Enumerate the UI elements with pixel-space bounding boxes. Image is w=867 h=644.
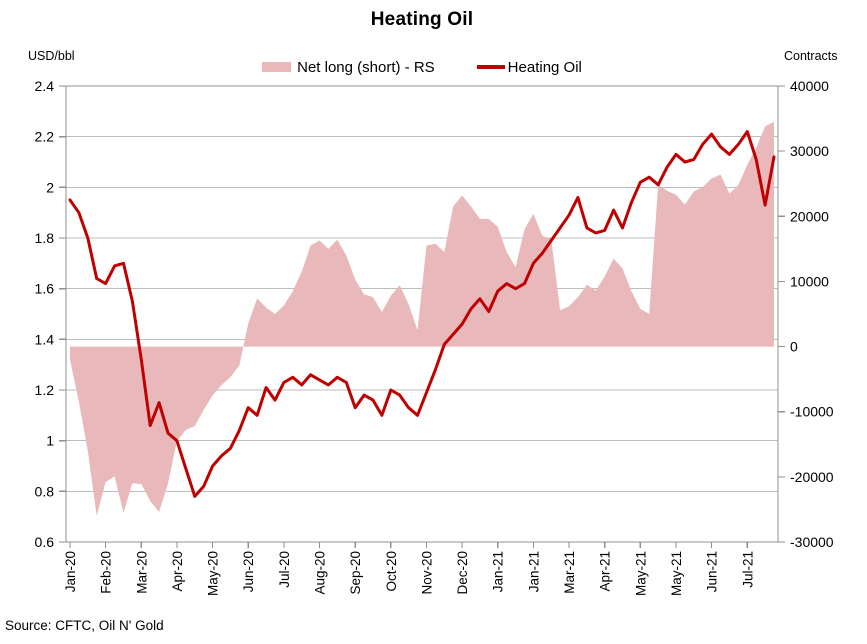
legend-label-net-long: Net long (short) - RS — [297, 58, 435, 76]
line-swatch-icon — [476, 65, 505, 69]
x-axis-tick-label: Dec-20 — [455, 551, 470, 595]
x-axis-tick-label: Jan-20 — [63, 551, 78, 592]
source-note: Source: CFTC, Oil N' Gold — [5, 618, 164, 633]
left-axis-tick-label: 1 — [46, 433, 54, 449]
x-axis-tick-label: Jul-21 — [740, 551, 755, 588]
left-axis-unit: USD/bbl — [28, 49, 75, 63]
x-axis-tick-label: Apr-21 — [598, 551, 613, 592]
left-axis-tick-label: 1.8 — [35, 230, 55, 246]
heating-oil-line-series — [68, 130, 776, 498]
x-axis-tick-label: Jun-20 — [241, 551, 256, 592]
legend-item-net-long: Net long (short) - RS — [262, 59, 435, 76]
left-axis-tick-label: 2.2 — [35, 129, 55, 145]
chart-title: Heating Oil — [370, 9, 474, 30]
area-swatch-icon — [262, 62, 292, 72]
x-axis-tick-label: Mar-21 — [562, 551, 577, 594]
left-axis-tick-label: 0.6 — [35, 534, 55, 550]
left-axis-tick-label: 2 — [46, 179, 54, 195]
x-axis-tick-label: May-21 — [633, 551, 648, 596]
x-axis-tick-label: Oct-20 — [384, 551, 399, 592]
x-axis-tick-label: Nov-20 — [419, 551, 434, 595]
net-long-area-series — [70, 121, 774, 516]
right-axis-tick-label: -10000 — [790, 404, 834, 420]
x-axis-tick-label: Mar-20 — [134, 551, 149, 594]
right-axis-tick-label: -20000 — [790, 469, 834, 485]
left-axis-tick-label: 0.8 — [35, 483, 55, 499]
right-axis-tick-label: 40000 — [790, 78, 829, 94]
legend-label-heating-oil: Heating Oil — [507, 58, 582, 76]
x-axis-tick-label: Apr-20 — [170, 551, 185, 592]
left-axis-tick-label: 1.4 — [35, 331, 55, 347]
legend-item-heating-oil: Heating Oil — [476, 58, 582, 76]
x-axis-tick-label: Jun-21 — [705, 551, 720, 592]
x-axis-tick-label: Jan-21 — [491, 551, 506, 592]
right-axis-tick-label: 10000 — [790, 273, 829, 289]
left-axis-tick-label: 2.4 — [35, 78, 55, 94]
left-axis-tick-label: 1.2 — [35, 382, 55, 398]
plot-frame — [65, 85, 779, 543]
left-axis-tick-label: 1.6 — [35, 281, 55, 297]
right-axis-tick-label: 0 — [790, 339, 798, 355]
x-axis-tick-label: Jul-20 — [277, 551, 292, 588]
x-axis-tick-label: Feb-20 — [99, 551, 114, 594]
x-axis-tick-label: Aug-20 — [313, 551, 328, 595]
right-axis-unit: Contracts — [784, 49, 838, 63]
x-axis-tick-label: May-21 — [669, 551, 684, 596]
right-axis-tick-label: -30000 — [790, 534, 834, 550]
right-axis-tick-label: 30000 — [790, 143, 829, 159]
legend: Net long (short) - RS Heating Oil — [0, 57, 844, 77]
x-axis-tick-label: May-20 — [206, 551, 221, 596]
x-axis-tick-label: Sep-20 — [348, 551, 363, 595]
x-axis-tick-label: Jan-21 — [526, 551, 541, 592]
right-axis-tick-label: 20000 — [790, 208, 829, 224]
